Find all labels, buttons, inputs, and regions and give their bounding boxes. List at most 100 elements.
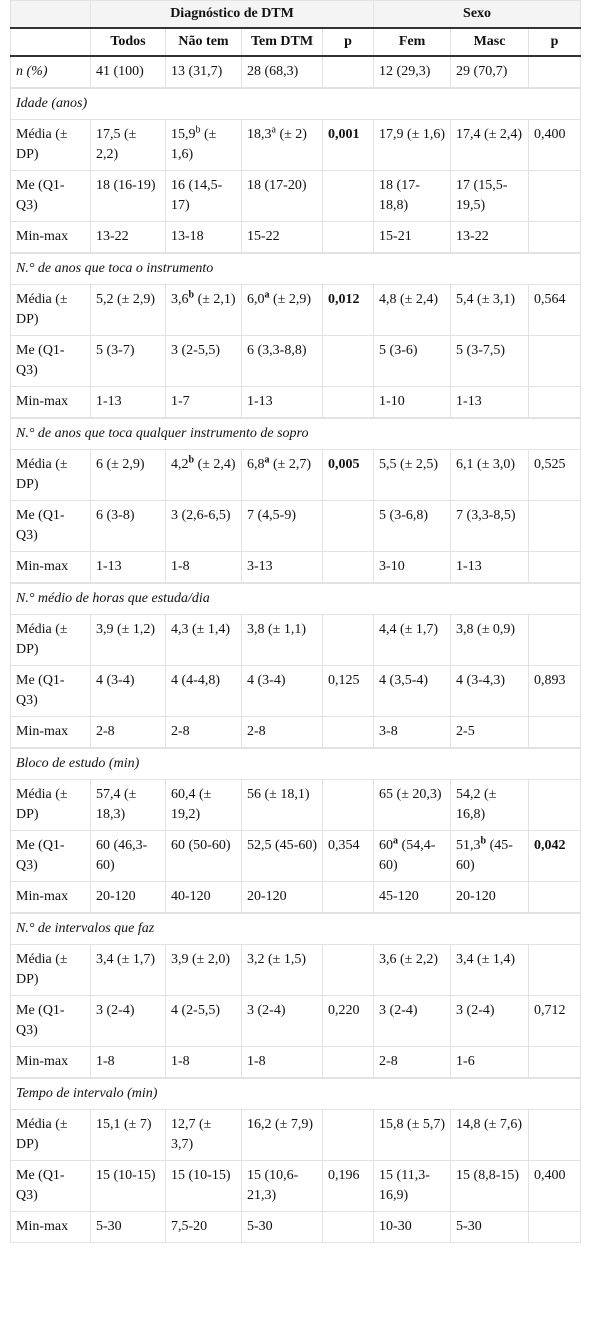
table-cell: 17 (15,5-19,5) [450, 170, 530, 222]
table-cell: 15-22 [241, 221, 323, 253]
section-row: N.° de anos que toca qualquer instrument… [9, 418, 582, 450]
row-label: Me (Q1-Q3) [10, 500, 91, 552]
cell-superscript: a [264, 289, 270, 301]
table-cell: 1-6 [450, 1046, 530, 1078]
table-cell: 0,400 [528, 1160, 582, 1212]
table-cell: 60 (46,3-60) [90, 830, 166, 882]
row-label: Min-max [10, 386, 91, 418]
table-row: Média (± DP) 17,5 (± 2,2) 15,9b (± 1,6) 18,… [10, 119, 582, 171]
table-cell: 4 (3-4,3) [450, 665, 530, 717]
column-header: Todos [90, 27, 166, 57]
row-label: n (%) [10, 55, 91, 88]
cell-text: (± 2,4) [194, 457, 236, 472]
group-header-row: Diagnóstico de DTM Sexo [10, 0, 582, 29]
table-cell: 18 (17-20) [241, 170, 323, 222]
section-row: N.° de anos que toca o instrumento [9, 253, 582, 285]
table-cell: 5,2 (± 2,9) [90, 284, 166, 336]
corner-cell [10, 27, 91, 57]
cell-superscript: b [480, 835, 487, 847]
table-cell: 15,1 (± 7) [90, 1109, 166, 1161]
row-label: Me (Q1-Q3) [10, 1160, 91, 1212]
table-cell: 3 (2,6-6,5) [165, 500, 242, 552]
table-cell: 4 (3-4) [241, 665, 323, 717]
table-cell: 16,2 (± 7,9) [241, 1109, 323, 1161]
table-cell: 2-8 [241, 716, 323, 748]
table-cell: 16 (14,5-17) [165, 170, 242, 222]
table-cell: 0,712 [528, 995, 582, 1047]
table-cell: 41 (100) [90, 55, 166, 88]
table-cell [528, 614, 582, 666]
table-cell: 18 (16-19) [90, 170, 166, 222]
table-cell [528, 944, 582, 996]
table-row: Me (Q1-Q3) 5 (3-7) 3 (2-5,5) 6 (3,3-8,8) 5 (… [10, 335, 582, 387]
table-cell [528, 335, 582, 387]
table-cell: 2-8 [165, 716, 242, 748]
section-row: N.° médio de horas que estuda/dia [9, 583, 582, 615]
table-cell: 4,8 (± 2,4) [373, 284, 452, 336]
table-cell: 3-8 [373, 716, 452, 748]
table-cell [321, 335, 375, 387]
table-cell: 3,6b (± 2,1) [165, 284, 242, 336]
table-cell: 0,125 [321, 665, 375, 717]
table-cell [528, 1046, 582, 1078]
table-cell: 40-120 [165, 881, 242, 913]
row-label: Min-max [10, 1046, 91, 1078]
table-cell: 5 (3-7,5) [450, 335, 530, 387]
table-cell [528, 500, 582, 552]
table-cell: 0,042 [528, 830, 582, 882]
row-label: Média (± DP) [10, 119, 91, 171]
table-cell: 60 (50-60) [165, 830, 242, 882]
cell-value: 15,9 [171, 127, 196, 142]
row-label: Me (Q1-Q3) [10, 335, 91, 387]
table-row: Min-max 13-22 13-18 15-22 15-21 13-22 [10, 221, 582, 253]
cell-value: 60 [379, 838, 394, 853]
table-cell: 5,4 (± 3,1) [450, 284, 530, 336]
table-row: Min-max 20-120 40-120 20-120 45-120 20-120 [10, 881, 582, 913]
cell-superscript: a [264, 454, 270, 466]
table-cell: 6,1 (± 3,0) [450, 449, 530, 501]
table-cell: 5-30 [241, 1211, 323, 1243]
table-cell: 18,3a (± 2) [241, 119, 323, 171]
table-cell: 2-5 [450, 716, 530, 748]
table-row: Me (Q1-Q3) 4 (3-4) 4 (4-4,8) 4 (3-4) 0,125 4 … [10, 665, 582, 717]
table-row: Min-max 2-8 2-8 2-8 3-8 2-5 [10, 716, 582, 748]
column-header: p [528, 27, 582, 57]
table-row: Média (± DP) 3,9 (± 1,2) 4,3 (± 1,4) 3,8 (±… [10, 614, 582, 666]
section-title: N.° de anos que toca qualquer instrument… [9, 418, 582, 450]
table-cell: 3,8 (± 0,9) [450, 614, 530, 666]
table-cell: 3 (2-4) [373, 995, 452, 1047]
table-row: Me (Q1-Q3) 15 (10-15) 15 (10-15) 15 (10,6-2… [10, 1160, 582, 1212]
table-cell: 1-13 [241, 386, 323, 418]
table-cell: 20-120 [450, 881, 530, 913]
section-title: N.° de intervalos que faz [9, 913, 582, 945]
table-cell: 4,3 (± 1,4) [165, 614, 242, 666]
table-cell [321, 551, 375, 583]
row-label: Média (± DP) [10, 1109, 91, 1161]
table-row: Min-max 1-13 1-8 3-13 3-10 1-13 [10, 551, 582, 583]
cell-text: (54,4-60) [379, 838, 436, 873]
cell-text: (± 1,6) [171, 127, 217, 162]
cell-text: (± 2,7) [269, 457, 312, 472]
table-cell: 0,012 [321, 284, 375, 336]
table-cell [528, 551, 582, 583]
table-cell [528, 170, 582, 222]
table-cell: 3,9 (± 2,0) [165, 944, 242, 996]
table-cell: 56 (± 18,1) [241, 779, 323, 831]
table-cell: 15-21 [373, 221, 452, 253]
table-cell: 7 (4,5-9) [241, 500, 323, 552]
row-label: Média (± DP) [10, 779, 91, 831]
table-cell: 3 (2-4) [90, 995, 166, 1047]
table-cell: 3 (2-4) [241, 995, 323, 1047]
row-label: Min-max [10, 1211, 91, 1243]
table-cell: 5-30 [90, 1211, 166, 1243]
table-cell: 60,4 (± 19,2) [165, 779, 242, 831]
table-cell [321, 779, 375, 831]
table-cell [528, 779, 582, 831]
table-body: n (%) 41 (100) 13 (31,7) 28 (68,3) 12 (29,3)… [9, 55, 582, 1243]
table-cell [321, 500, 375, 552]
table-cell: 2-8 [90, 716, 166, 748]
table-cell: 1-8 [165, 1046, 242, 1078]
table-cell: 12 (29,3) [373, 55, 452, 88]
group-header: Diagnóstico de DTM [89, 0, 375, 29]
